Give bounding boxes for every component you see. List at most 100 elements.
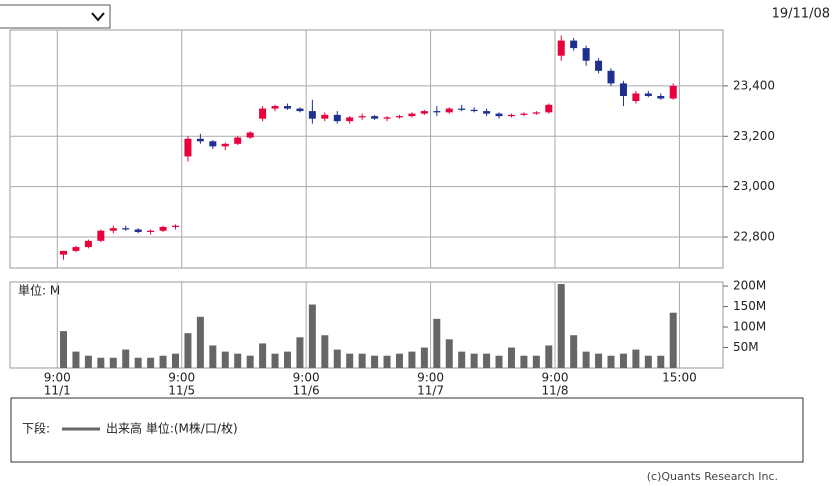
candle-body [196,138,204,142]
volume-bar [495,355,503,368]
volume-bar [283,351,291,368]
candle-body [433,111,441,113]
volume-bar [557,284,565,368]
candle-body [570,40,578,49]
volume-bar [582,351,590,368]
volume-bar [259,343,267,368]
candle-body [657,95,665,99]
volume-bar [657,355,665,368]
y-tick-label: 100M [733,320,766,334]
candle-body [395,116,403,118]
candle-body [669,85,677,99]
volume-bar [520,355,528,368]
candle-body [246,132,254,138]
date: 19/11/08 [772,7,830,22]
volume-bar [84,355,92,368]
candle-body [333,114,341,122]
candle-body [296,108,304,112]
candle-body [507,114,515,117]
volume-bar [395,353,403,368]
volume-bar [122,349,130,368]
candle-body [545,104,553,113]
candle-body [122,228,130,230]
volume-bar [358,353,366,368]
candle-body [271,106,279,109]
volume-bar [246,355,254,368]
volume-bar [209,345,217,368]
candle-body [184,138,192,157]
volume-bar [134,357,142,368]
volume-bar [433,318,441,368]
candle-body [557,40,565,56]
x-tick-label: 9:00 [542,371,569,385]
dropdown[interactable] [0,4,111,29]
volume-bar [72,351,80,368]
x-tick-label: 11/1 [44,384,71,398]
volume-bar [184,333,192,368]
volume-bar [296,337,304,368]
candle-body [458,108,466,110]
volume-bar [507,347,515,368]
volume-bar [196,316,204,368]
x-tick-label: 11/8 [542,384,569,398]
volume-bar [97,357,105,368]
volume-bar [60,331,68,368]
volume-bar [532,355,540,368]
candle-body [109,228,117,231]
volume-bar [644,355,652,368]
candle-body [582,48,590,61]
copyright: (c)Quants Research Inc. [647,470,778,483]
candle-body [259,108,267,119]
volume-bar [632,349,640,368]
volume-bar [383,355,391,368]
candle-body [308,111,316,119]
volume-bar [669,312,677,368]
candle-body [619,83,627,96]
volume-bar [371,355,379,368]
volume-bar [607,355,615,368]
volume-bar [346,353,354,368]
y-tick-label: 23,000 [733,179,775,193]
volume-bar [470,353,478,368]
volume-bar [321,335,329,368]
candle-body [495,113,503,117]
volume-bar [147,357,155,368]
x-tick-label: 11/6 [293,384,320,398]
candle-body [644,93,652,96]
volume-bar [458,351,466,368]
volume-bar [221,351,229,368]
candle-body [408,113,416,117]
volume-bar [595,353,603,368]
volume-bar [408,351,416,368]
candle-body [632,93,640,102]
candle-body [595,60,603,71]
x-tick-label: 15:00 [662,371,697,385]
volume-bar [420,347,428,368]
dropdown-chevron[interactable] [91,12,105,22]
x-tick-label: 9:00 [293,371,320,385]
volume-bar [545,345,553,368]
candle-body [159,226,167,231]
x-tick-label: 11/5 [168,384,195,398]
unit-label: 単位: M [18,283,60,298]
y-tick-label: 200M [733,279,766,293]
legend-box [10,397,804,463]
price-panel [9,29,724,269]
y-tick-label: 50M [733,340,759,354]
volume-bar [308,304,316,368]
x-tick-label: 9:00 [44,371,71,385]
candle-body [420,111,428,114]
candle-body [283,106,291,109]
volume-bar [333,349,341,368]
candle-body [383,117,391,119]
y-tick-label: 150M [733,299,766,313]
volume-bar [159,355,167,368]
candle-body [346,117,354,122]
x-tick-label: 11/7 [417,384,444,398]
volume-bar [445,339,453,368]
candle-body [221,143,229,147]
legend-prefix: 下段: [22,421,50,436]
candle-body [72,247,80,251]
volume-bar [619,353,627,368]
